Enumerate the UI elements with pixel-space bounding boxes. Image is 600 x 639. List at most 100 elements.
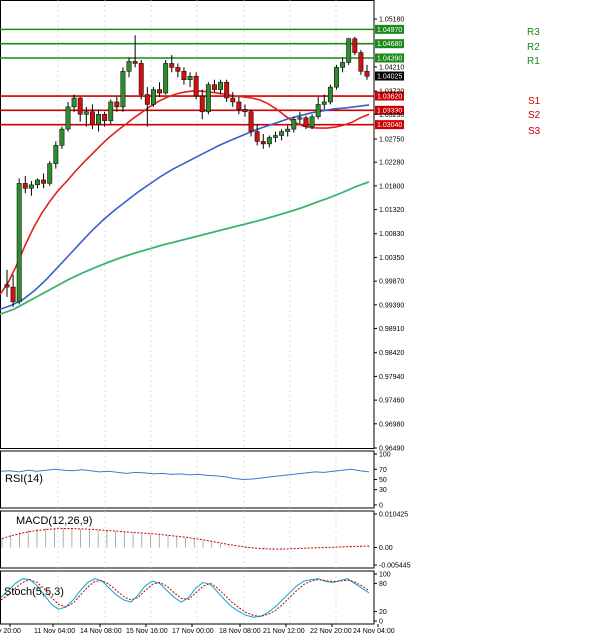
candle-body [22, 183, 28, 189]
candle-body [59, 128, 65, 146]
rsi-line [0, 468, 370, 481]
candle-body [212, 84, 217, 90]
time-tick-label: 22 Nov 20:00 [310, 628, 352, 635]
candle-body [364, 71, 370, 77]
candle-body [218, 81, 224, 90]
indicator-tick-label: 0.010425 [379, 512, 408, 519]
level-price-label: 1.04680 [377, 41, 402, 48]
candle-body [309, 116, 315, 127]
ma-mid-line [0, 104, 370, 311]
candle-body [16, 183, 22, 303]
level-name-s2: S2 [528, 110, 541, 121]
time-tick-label: 14 Nov 08:00 [80, 628, 122, 635]
macd-panel-border [0, 510, 375, 569]
candle-body [321, 101, 327, 105]
candle-body [303, 117, 309, 127]
candle-body [83, 111, 89, 115]
price-tick-label: 0.99390 [379, 302, 404, 309]
price-tick-label: 1.03250 [379, 112, 404, 119]
ma-slow-line [0, 181, 370, 316]
current-price-box [375, 71, 404, 81]
level-name-r3: R3 [527, 27, 540, 38]
candle-body [340, 62, 346, 68]
level-price-box [375, 105, 404, 115]
price-tick-label: 1.04210 [379, 64, 404, 71]
level-price-label: 1.04970 [377, 27, 402, 34]
level-price-box [375, 120, 404, 130]
candle-body [35, 179, 40, 186]
price-tick-label: 1.01320 [379, 207, 404, 214]
rsi-label: RSI(14) [5, 473, 43, 485]
price-tick-label: 0.97940 [379, 374, 404, 381]
candle-body [236, 101, 242, 110]
candle-body [41, 179, 47, 184]
candle-body [89, 111, 95, 125]
price-tick-label: 0.99870 [379, 279, 404, 286]
candle-body [260, 141, 266, 145]
candle-body [132, 61, 138, 64]
candle-body [4, 284, 10, 288]
candle-body [102, 114, 108, 121]
candle-body [187, 76, 193, 80]
price-tick-label: 1.00350 [379, 255, 404, 262]
price-tick-label: 0.96490 [379, 446, 404, 453]
candle-body [230, 97, 236, 103]
indicator-tick-label: 0 [379, 619, 383, 626]
candle-body [352, 38, 358, 53]
macd-label: MACD(12,26,9) [16, 515, 92, 527]
candle-body [126, 61, 132, 72]
candle-body [266, 137, 272, 145]
candle-body [96, 114, 101, 125]
stoch-panel-border [0, 570, 375, 625]
price-tick-label: 0.96980 [379, 421, 404, 428]
macd-signal-line [1, 528, 370, 550]
time-tick-label: 17 Nov 00:00 [172, 628, 214, 635]
candle-body [71, 97, 77, 108]
price-tick-label: 1.02280 [379, 160, 404, 167]
candle-body [273, 135, 278, 138]
level-price-box [375, 24, 404, 34]
candle-body [144, 94, 150, 105]
stoch-d-line [0, 579, 370, 617]
indicator-tick-label: 100 [379, 572, 391, 579]
indicator-tick-label: 20 [379, 609, 387, 616]
candle-body [138, 63, 144, 95]
indicator-tick-label: 70 [379, 467, 387, 474]
price-tick-label: 1.03720 [379, 89, 404, 96]
candle-body [285, 128, 291, 132]
candle-body [254, 131, 260, 142]
candle-body [224, 81, 230, 99]
rsi-panel-border [0, 450, 375, 509]
candle-body [334, 67, 339, 88]
ma-fast-line [0, 90, 370, 295]
price-tick-label: 0.98910 [379, 326, 404, 333]
main-panel-border [0, 0, 375, 449]
time-tick-label: 24 Nov 04:00 [353, 628, 395, 635]
time-tick-label: 18 Nov 08:00 [219, 628, 261, 635]
candle-body [169, 63, 175, 68]
candle-body [279, 131, 285, 136]
indicator-tick-label: 50 [379, 477, 387, 484]
candle-body [346, 38, 352, 63]
time-tick-label: 11 Nov 04:00 [34, 628, 75, 635]
indicator-tick-label: -0.005445 [379, 563, 411, 570]
indicator-tick-label: 30 [379, 487, 387, 494]
candle-body [114, 101, 120, 108]
level-price-label: 1.04390 [377, 56, 402, 63]
time-tick-label: ov 20:00 [0, 628, 21, 635]
price-tick-label: 1.05180 [379, 17, 404, 24]
level-price-box [375, 53, 404, 63]
indicator-tick-label: 0 [379, 503, 383, 510]
candle-body [291, 118, 297, 130]
stoch-label: Stoch(5,5,3) [4, 586, 64, 598]
candle-body [53, 145, 59, 164]
level-name-s3: S3 [528, 126, 541, 137]
price-tick-label: 0.97460 [379, 398, 404, 405]
indicator-tick-label: 80 [379, 581, 387, 588]
candle-body [157, 89, 162, 94]
candle-body [10, 286, 16, 303]
candle-body [120, 71, 126, 108]
candle-body [248, 111, 254, 132]
